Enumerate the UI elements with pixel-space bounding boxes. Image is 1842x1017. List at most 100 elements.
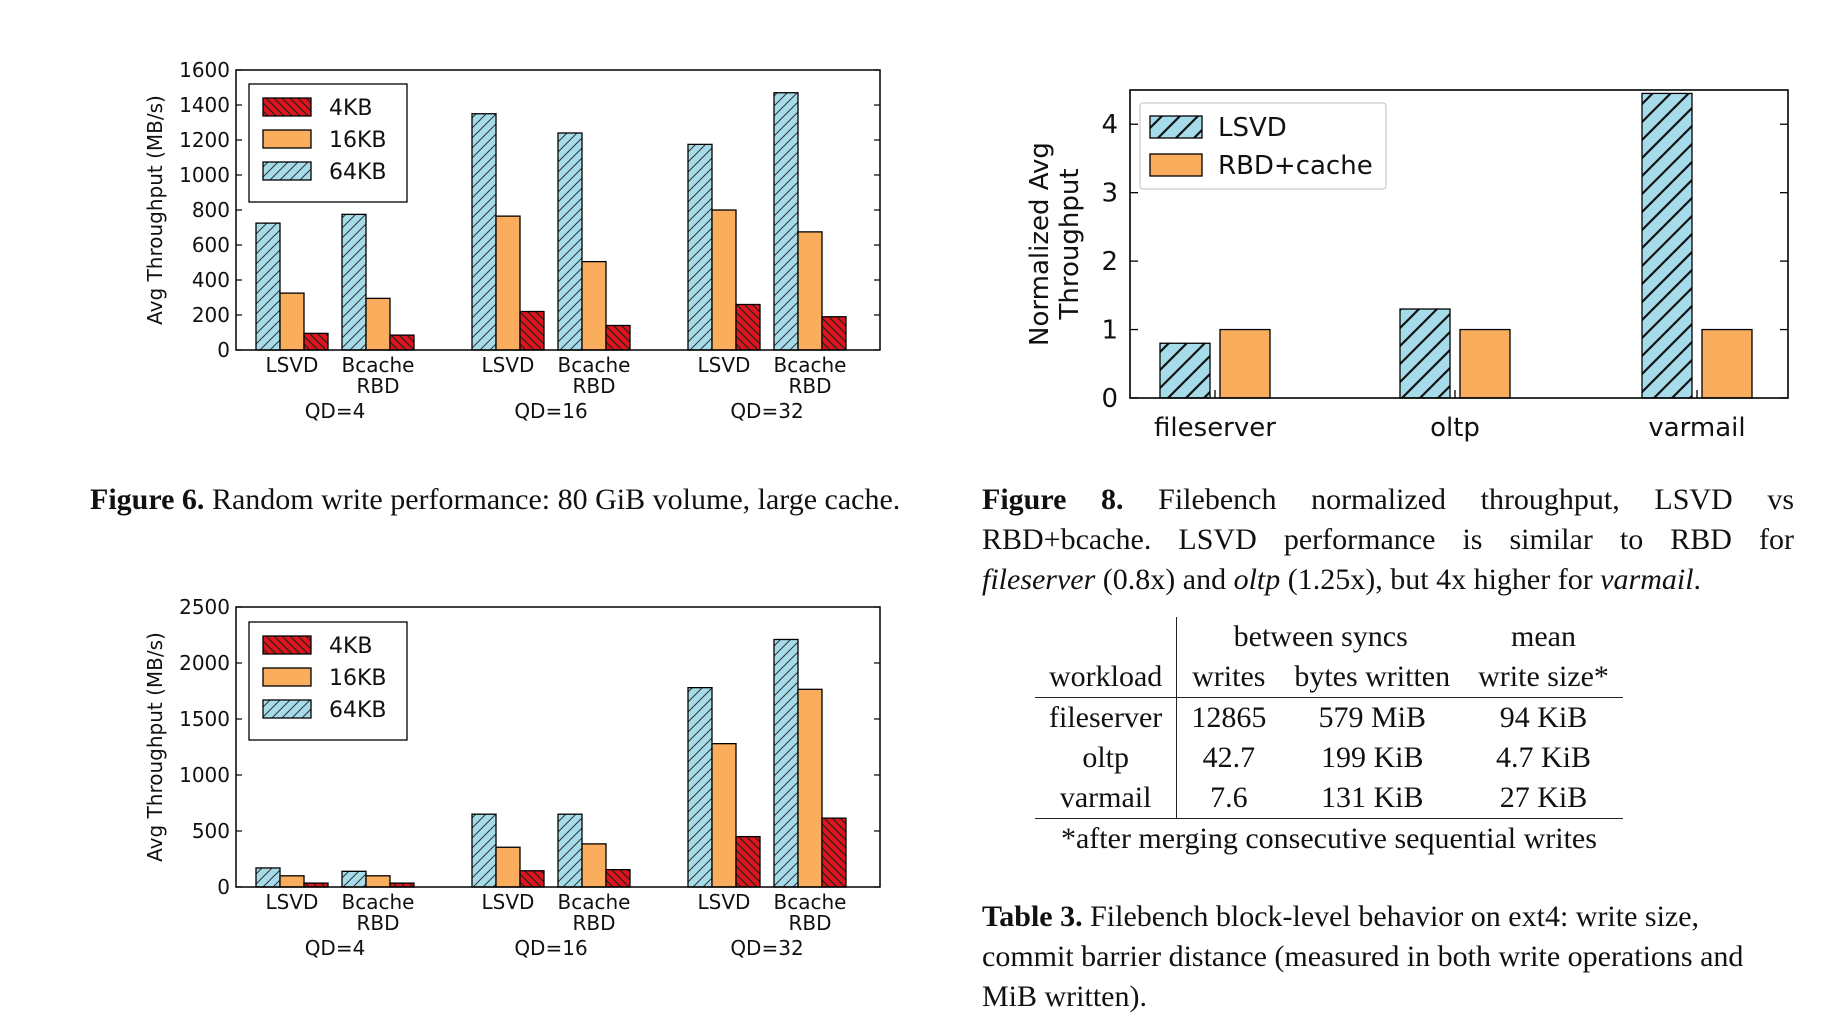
table-row: oltp 42.7 199 KiB 4.7 KiB	[1035, 738, 1623, 778]
bar-64kb-5-hatch	[774, 92, 798, 350]
legend: LSVD RBD+cache	[1139, 102, 1387, 190]
header-writes: writes	[1192, 660, 1266, 693]
bar-64kb-4-hatch	[688, 144, 712, 350]
workload-oltp: oltp	[1233, 563, 1281, 596]
bar-16kb-5	[798, 689, 822, 887]
legend-swatch-4kb-outline	[262, 97, 312, 117]
bar-4kb-5-hatch	[822, 818, 846, 887]
figure-8-label: Figure 8.	[982, 483, 1124, 516]
x-tick-label: LSVD	[698, 890, 751, 914]
x-tick-label: RBD	[788, 374, 831, 398]
bar-rbdcache-0	[1220, 329, 1270, 398]
bar-4kb-1-hatch	[390, 883, 414, 887]
bar-64kb-2-hatch	[472, 814, 496, 887]
legend-label-16kb: 16KB	[329, 128, 387, 153]
x-tick-label: Bcache	[558, 890, 631, 914]
workload-fileserver: fileserver	[982, 563, 1096, 596]
bar-64kb-4-hatch	[688, 687, 712, 887]
x-tick-label: RBD	[788, 911, 831, 935]
group-label: QD=16	[514, 399, 587, 423]
bar-16kb-1	[366, 298, 390, 350]
table-row: fileserver 12865 579 MiB 94 KiB	[1035, 697, 1623, 738]
group-label: QD=4	[305, 399, 366, 423]
x-tick-label: RBD	[572, 911, 615, 935]
bar-16kb-4	[712, 210, 736, 350]
y-tick-label: 3	[1101, 179, 1118, 209]
legend-swatch-16kb	[263, 130, 311, 148]
y-tick-label: 200	[192, 303, 230, 327]
table-3-label: Table 3.	[982, 900, 1083, 933]
table-footnote: *after merging consecutive sequential wr…	[1060, 822, 1597, 855]
bar-4kb-4-hatch	[736, 304, 760, 350]
bar-4kb-1-hatch	[390, 335, 414, 350]
figure-8-line-3: fileserver (0.8x) and oltp (1.25x), but …	[982, 563, 1702, 596]
x-tick-label: Bcache	[774, 353, 847, 377]
y-tick-label: 2000	[179, 651, 230, 675]
legend-swatch-4kb-hatch	[263, 636, 311, 654]
bar-16kb-0	[280, 293, 304, 350]
header-mean: mean	[1511, 620, 1576, 653]
y-axis-label: Avg Throughput (MB/s)	[143, 632, 167, 862]
table-3-caption: Table 3. Filebench block-level behavior …	[982, 897, 1794, 1017]
figure-8-caption: Figure 8. Filebench normalized throughpu…	[982, 480, 1794, 600]
bar-16kb-4	[712, 743, 736, 887]
figure-6-label: Figure 6.	[90, 483, 205, 516]
y-tick-label: 400	[192, 268, 230, 292]
x-tick-label: oltp	[1430, 413, 1480, 443]
group-label: QD=16	[514, 936, 587, 960]
header-between-syncs: between syncs	[1233, 620, 1408, 653]
bar-4kb-3-hatch	[606, 325, 630, 350]
figure-6-chart: 0 200 400 600 800 1000 1200 1400 1600 Avg Through…	[143, 58, 881, 423]
plot-frame	[235, 606, 881, 888]
legend-swatch-64kb-hatch	[263, 162, 311, 180]
bar-16kb-5	[798, 231, 822, 350]
figure-6-text: Random write performance: 80 GiB volume,…	[211, 483, 901, 516]
x-tick-label: LSVD	[482, 890, 535, 914]
legend: 4KB 16KB 64KB	[248, 621, 408, 741]
bar-64kb-2-hatch	[472, 113, 496, 350]
legend-label-16kb: 16KB	[329, 666, 387, 691]
x-tick-label: Bcache	[342, 890, 415, 914]
y-tick-label: 1000	[179, 763, 230, 787]
x-tick-label: RBD	[356, 911, 399, 935]
y-tick-label: 500	[192, 819, 230, 843]
legend: 4KB 16KB 64KB	[248, 83, 408, 203]
figure-6-caption: Figure 6. Random write performance: 80 G…	[90, 480, 910, 520]
y-axis-label: Normalized Avg	[1025, 142, 1055, 346]
table-row: varmail 7.6 131 KiB 27 KiB	[1035, 778, 1623, 819]
legend-swatch-rbdcache	[1150, 154, 1202, 176]
table-3: between syncs mean workload writes bytes…	[1035, 617, 1623, 859]
legend-swatch-4kb-hatch	[263, 98, 311, 116]
x-tick-label: Bcache	[558, 353, 631, 377]
table-3-text: Filebench block-level behavior on ext4: …	[982, 900, 1744, 1013]
header-bytes-written: bytes written	[1294, 660, 1451, 693]
y-tick-label: 800	[192, 198, 230, 222]
bar-4kb-2-hatch	[520, 870, 544, 887]
y-tick-label: 2500	[179, 595, 230, 619]
bar-16kb-3	[582, 261, 606, 350]
x-tick-label: Bcache	[774, 890, 847, 914]
plot-frame	[235, 69, 881, 351]
figure-8-line-1: Figure 8. Filebench normalized throughpu…	[982, 480, 1794, 520]
bar-64kb-1-hatch	[342, 871, 366, 887]
bar-16kb-2	[496, 847, 520, 887]
legend-swatch-rbdcache-outline	[1149, 153, 1203, 177]
legend-swatch-lsvd-hatch	[1150, 116, 1202, 138]
x-tick-label: Bcache	[342, 353, 415, 377]
x-tick-label: LSVD	[698, 353, 751, 377]
x-tick-label: LSVD	[266, 890, 319, 914]
bar-64kb-3-hatch	[558, 133, 582, 350]
y-tick-label: 0	[217, 338, 230, 362]
group-label: QD=4	[305, 936, 366, 960]
bar-4kb-3-hatch	[606, 869, 630, 887]
bar-16kb-3	[582, 843, 606, 887]
legend-swatch-16kb	[263, 668, 311, 686]
legend-swatch-16kb-outline	[262, 129, 312, 149]
y-tick-label: 4	[1101, 110, 1118, 140]
bar-rbdcache-1	[1460, 329, 1510, 398]
group-label: QD=32	[730, 936, 803, 960]
y-axis-label: Throughput	[1055, 168, 1085, 320]
y-axis-label: Avg Throughput (MB/s)	[143, 95, 167, 325]
bar-lsvd-0-hatch	[1160, 343, 1210, 398]
figure-7-chart: 0 500 1000 1500 2000 2500 Avg Throughput (MB/s…	[143, 595, 881, 960]
